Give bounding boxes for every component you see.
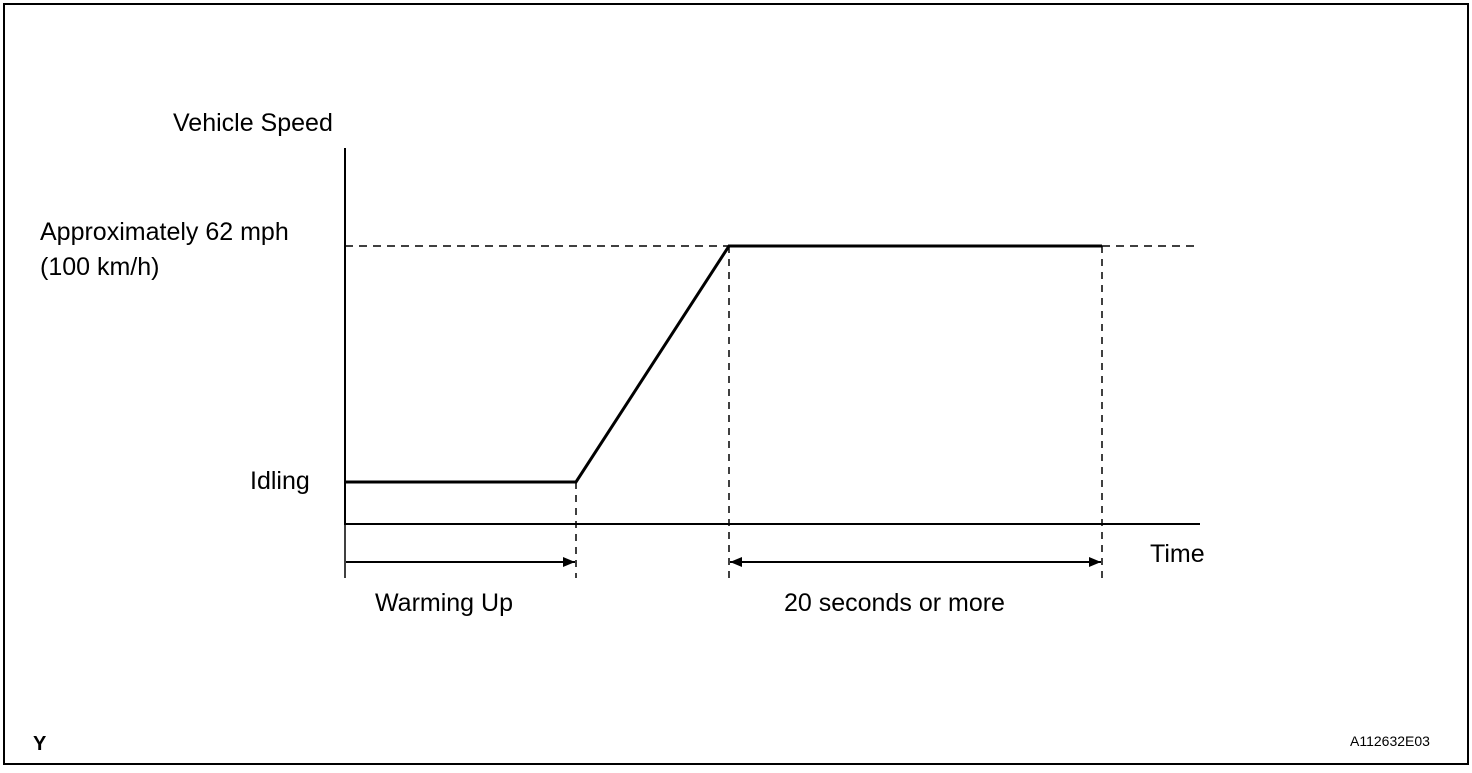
y-axis-label: Vehicle Speed bbox=[173, 109, 333, 137]
corner-mark: Y bbox=[33, 733, 47, 755]
target-speed-label-line2: (100 km/h) bbox=[40, 253, 159, 281]
warming-up-label: Warming Up bbox=[375, 589, 513, 617]
idling-label: Idling bbox=[250, 467, 310, 495]
x-axis-label: Time bbox=[1150, 540, 1205, 568]
figure-border bbox=[3, 3, 1469, 765]
target-speed-label-line1: Approximately 62 mph bbox=[40, 218, 289, 246]
duration-label: 20 seconds or more bbox=[784, 589, 1005, 617]
speed-profile-line bbox=[345, 244, 1102, 484]
figure-code: A112632E03 bbox=[1350, 733, 1430, 749]
